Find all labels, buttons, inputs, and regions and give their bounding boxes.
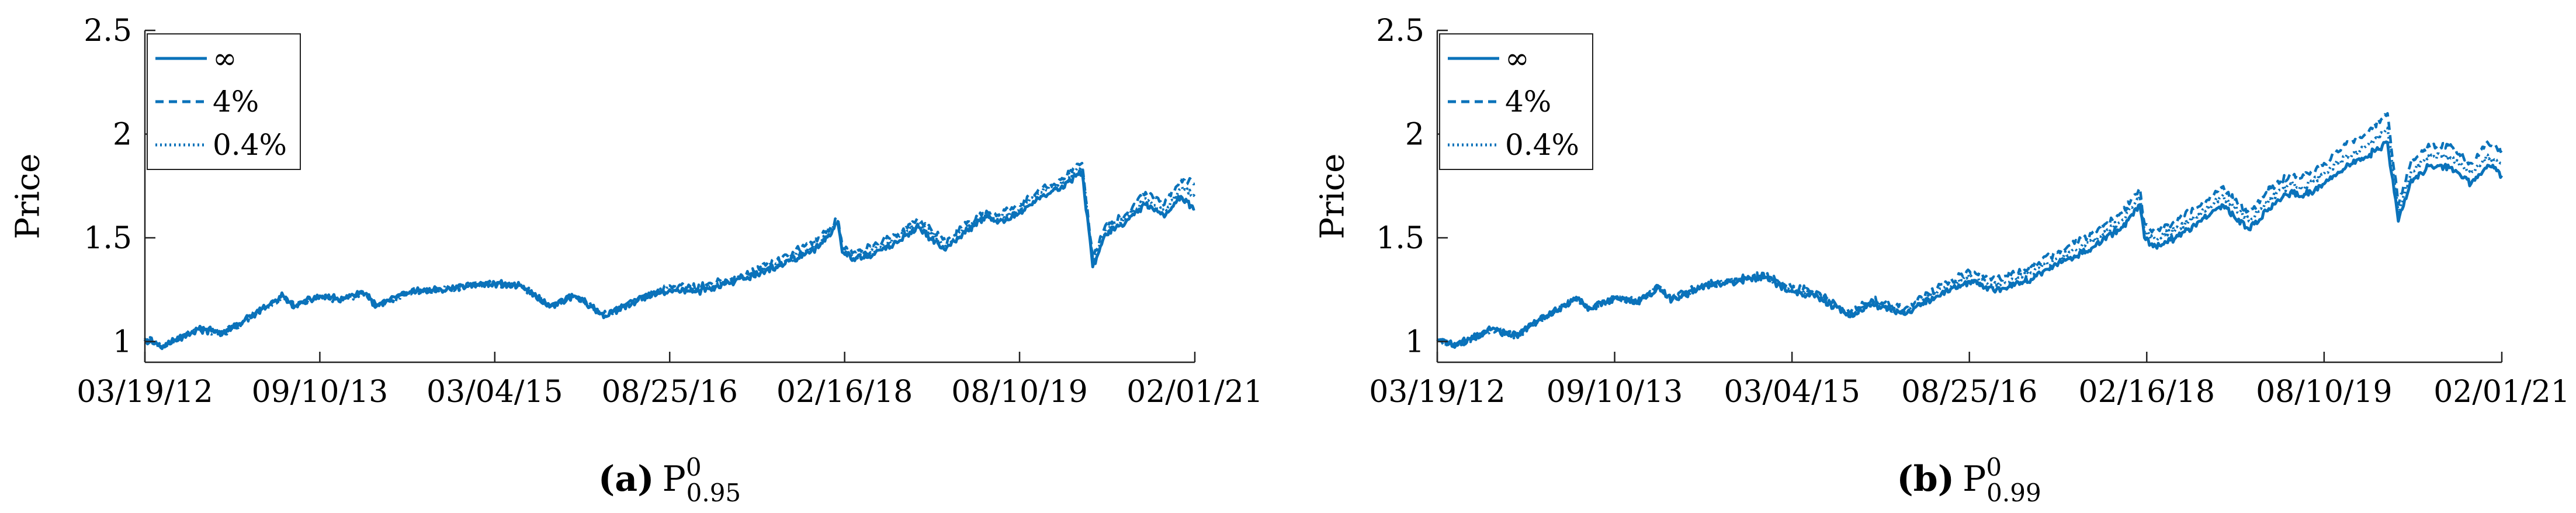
y-tick-label: 2 <box>113 117 132 152</box>
x-tick-label: 02/16/18 <box>2079 375 2216 410</box>
x-tick-label: 09/10/13 <box>1547 375 1683 410</box>
caption-label: (b) <box>1897 459 1954 500</box>
y-tick-label: 1.5 <box>1376 221 1424 256</box>
y-tick-label: 1.5 <box>84 221 132 256</box>
series-line-1 <box>1436 140 2504 348</box>
y-tick-label: 1 <box>113 325 132 360</box>
legend-label-3: 0.4% <box>1505 128 1579 162</box>
legend: ∞ 4% 0.4% <box>1439 33 1593 170</box>
x-tick-label: 08/25/16 <box>1901 375 2038 410</box>
caption-superscript: 0 <box>686 453 702 481</box>
series-line-2 <box>143 161 1195 349</box>
x-tick-label: 08/25/16 <box>601 375 738 410</box>
panel-caption: (b) P0 0.99 <box>1897 453 2041 507</box>
legend: ∞ 4% 0.4% <box>147 33 301 170</box>
caption-subscript: 0.99 <box>1986 479 2041 507</box>
x-tick-label: 02/01/21 <box>2433 375 2570 410</box>
caption-subscript: 0.95 <box>687 479 741 507</box>
caption-symbol: P <box>663 459 686 500</box>
series-line-3 <box>1436 126 2502 349</box>
legend-label-2: 4% <box>213 85 259 119</box>
x-tick-label: 08/10/19 <box>2256 375 2393 410</box>
legend-label-2: 4% <box>1505 85 1551 119</box>
caption-symbol: P <box>1963 459 1986 500</box>
legend-label-3: 0.4% <box>213 128 287 162</box>
panel-caption: (a) P0 0.95 <box>598 453 741 507</box>
caption-label: (a) <box>598 459 654 500</box>
x-tick-label: 03/04/15 <box>1724 375 1860 410</box>
x-tick-label: 03/19/12 <box>1369 375 1506 410</box>
chart-panel-1: 1 1.5 2 2.5 03/19/12 09/10/13 03/04/15 08/25/16… <box>9 13 1263 507</box>
x-tick-label: 03/19/12 <box>77 375 213 410</box>
caption-superscript: 0 <box>1986 453 2002 481</box>
x-tick-label: 02/01/21 <box>1126 375 1263 410</box>
y-tick-label: 2.5 <box>84 13 132 48</box>
y-tick-label: 2.5 <box>1376 13 1424 48</box>
series-line-2 <box>1436 112 2503 347</box>
y-axis-label: Price <box>1314 154 1352 240</box>
chart-panel-2: 1 1.5 2 2.5 03/19/12 09/10/13 03/04/15 08/25/16… <box>1314 13 2570 507</box>
series-line-3 <box>144 166 1196 349</box>
x-tick-label: 09/10/13 <box>252 375 389 410</box>
x-tick-label: 03/04/15 <box>427 375 563 410</box>
y-tick-label: 2 <box>1405 117 1424 152</box>
series-line-1 <box>143 169 1195 351</box>
y-tick-label: 1 <box>1405 325 1424 360</box>
legend-label-1: ∞ <box>1505 41 1530 75</box>
y-axis-label: Price <box>9 154 47 240</box>
legend-label-1: ∞ <box>213 41 237 75</box>
x-tick-label: 02/16/18 <box>776 375 913 410</box>
x-tick-label: 08/10/19 <box>951 375 1088 410</box>
